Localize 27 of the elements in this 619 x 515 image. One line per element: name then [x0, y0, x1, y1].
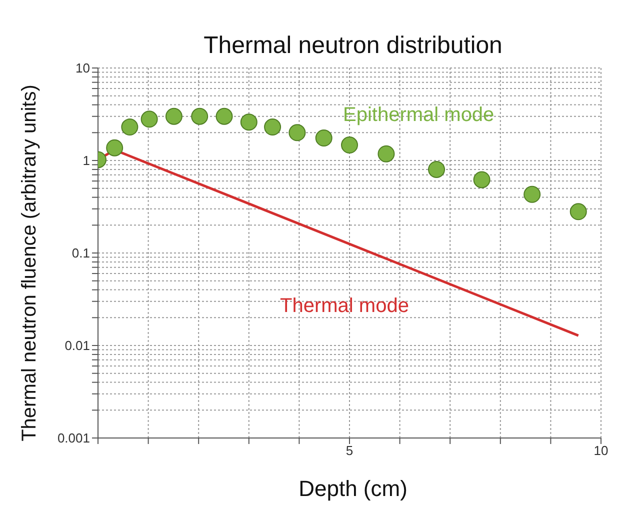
point — [315, 130, 332, 147]
point — [570, 203, 587, 220]
point — [264, 118, 282, 136]
point — [524, 186, 541, 203]
chart-title: Thermal neutron distribution — [202, 32, 504, 60]
y-tick-label: 1 — [82, 153, 90, 168]
point — [121, 118, 138, 136]
point — [191, 108, 208, 125]
y-axis-title: Thermal neutron fluence (arbitrary units) — [18, 84, 42, 442]
point — [140, 110, 158, 128]
y-tick-label: 10 — [76, 60, 90, 76]
point — [106, 139, 124, 156]
series-label: Epithermal mode — [343, 104, 494, 127]
point — [240, 114, 258, 131]
point — [378, 145, 395, 162]
y-tick-label: 0.001 — [57, 430, 90, 446]
point — [165, 108, 182, 125]
point — [473, 171, 490, 188]
y-tick-label: 0.1 — [72, 246, 90, 261]
x-axis-title: Depth (cm) — [298, 476, 408, 502]
point — [428, 160, 446, 178]
x-tick-label: 5 — [346, 443, 354, 458]
point — [288, 124, 306, 142]
point — [341, 136, 358, 154]
point — [216, 108, 233, 125]
y-tick-label: 0.01 — [64, 338, 90, 354]
series-label: Thermal mode — [280, 295, 409, 318]
